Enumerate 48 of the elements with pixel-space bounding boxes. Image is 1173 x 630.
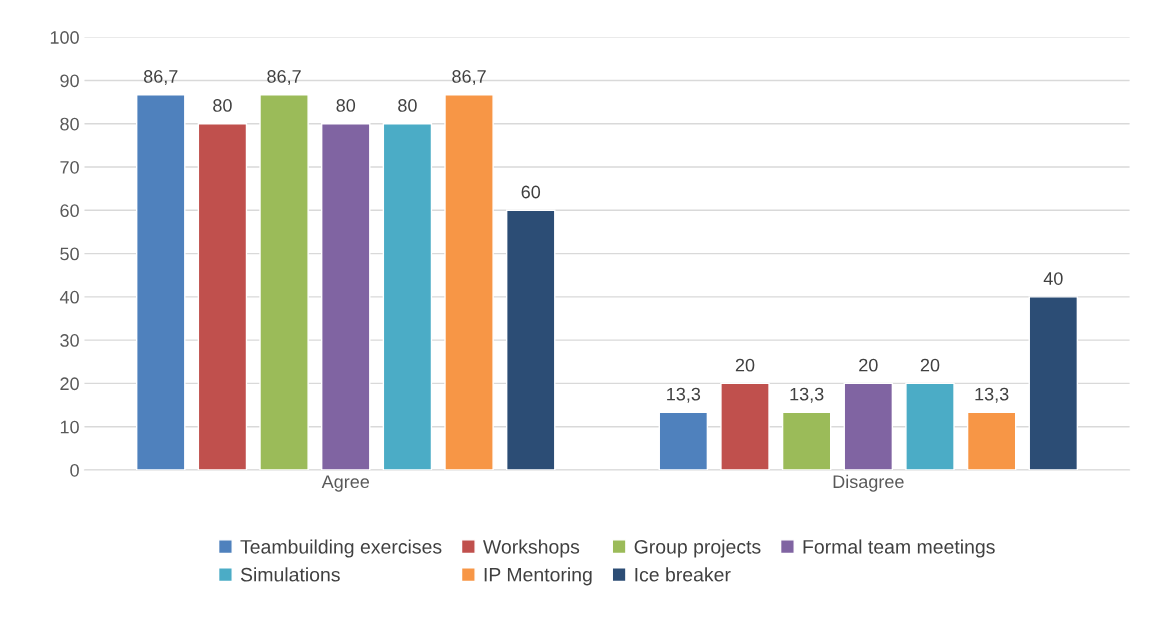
legend-label: Formal team meetings bbox=[803, 539, 995, 558]
legend-label: Ice breaker bbox=[635, 567, 731, 582]
legend-label: IP Mentoring bbox=[484, 567, 592, 586]
data-label: 80 bbox=[398, 99, 417, 112]
x-tick-label: Disagree bbox=[833, 474, 904, 492]
y-tick-label: 90 bbox=[60, 74, 79, 88]
y-tick-label: 50 bbox=[60, 247, 79, 261]
y-tick-label: 40 bbox=[59, 290, 79, 304]
data-label: 13,3 bbox=[975, 387, 1009, 403]
bar bbox=[658, 411, 709, 470]
data-label: 13,3 bbox=[667, 387, 701, 403]
legend-label: Simulations bbox=[240, 567, 340, 582]
data-label: 86,7 bbox=[452, 70, 486, 85]
data-label: 13,3 bbox=[790, 387, 824, 403]
data-label: 80 bbox=[213, 99, 232, 112]
data-label: 80 bbox=[336, 99, 356, 112]
data-label: 86,7 bbox=[143, 70, 178, 85]
data-label: 40 bbox=[1043, 272, 1063, 285]
y-tick-label: 100 bbox=[50, 31, 79, 44]
bar bbox=[966, 411, 1017, 470]
y-tick-label: 70 bbox=[60, 160, 79, 174]
y-tick-label: 20 bbox=[60, 377, 79, 391]
bar bbox=[136, 94, 186, 470]
legend-label: Teambuilding exercises bbox=[240, 539, 442, 558]
y-tick-label: 60 bbox=[60, 204, 79, 218]
bar bbox=[197, 123, 248, 470]
y-tick-label: 80 bbox=[60, 117, 79, 131]
legend-label: Workshops bbox=[483, 539, 580, 558]
bar bbox=[259, 94, 309, 470]
bar bbox=[505, 209, 556, 470]
data-label: 60 bbox=[521, 185, 541, 199]
bar bbox=[382, 123, 433, 470]
bar bbox=[444, 94, 494, 470]
x-tick-label: Agree bbox=[321, 475, 370, 492]
data-label: 20 bbox=[859, 358, 878, 372]
y-tick-label: 30 bbox=[60, 334, 79, 347]
bar bbox=[720, 382, 770, 470]
bar bbox=[905, 382, 955, 470]
y-tick-label: 10 bbox=[60, 420, 79, 434]
data-label: 86,7 bbox=[267, 70, 301, 85]
y-tick-label: 0 bbox=[70, 463, 79, 477]
bar bbox=[781, 411, 832, 470]
bar bbox=[320, 123, 371, 470]
data-label: 20 bbox=[920, 358, 940, 372]
bar bbox=[843, 382, 894, 470]
legend-label: Group projects bbox=[634, 539, 761, 558]
bar bbox=[1028, 296, 1079, 470]
data-label: 20 bbox=[735, 358, 755, 372]
